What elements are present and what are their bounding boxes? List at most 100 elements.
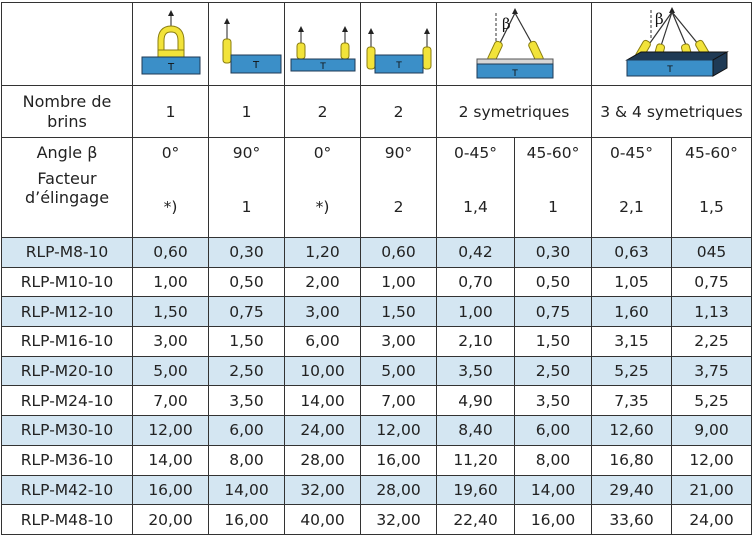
value-cell: 28,00: [284, 444, 361, 476]
beta-label: β: [502, 15, 511, 33]
factor-cell: 2: [360, 167, 437, 238]
value-cell: 3,50: [436, 355, 515, 387]
value-cell: 33,60: [591, 504, 672, 535]
value-cell: 8,40: [436, 415, 515, 446]
value-cell: 5,25: [671, 385, 752, 417]
value-cell: 1,50: [132, 296, 209, 328]
factor-header: Facteur d’élingage: [1, 167, 133, 238]
value-cell: 3,00: [360, 326, 437, 357]
brins-cell: 1: [208, 85, 285, 138]
value-cell: 6,00: [284, 326, 361, 357]
angle-cell: 90°: [360, 137, 437, 167]
table-row: RLP-M30-10 12,00 6,00 24,00 12,00 8,40 6,00 12…: [1, 415, 752, 446]
beta-label: β: [655, 10, 664, 28]
value-cell: 0,30: [514, 237, 592, 268]
table-row: RLP-M10-10 1,00 0,50 2,00 1,00 0,70 0,50 1,05 0…: [1, 266, 752, 298]
value-cell: 6,00: [514, 415, 592, 446]
value-cell: 16,00: [360, 444, 437, 476]
value-cell: 32,00: [360, 504, 437, 535]
value-cell: 0,63: [591, 237, 672, 268]
angle-header: Angle β: [1, 137, 133, 167]
value-cell: 20,00: [132, 504, 209, 535]
value-cell: 0,75: [671, 266, 752, 298]
value-cell: 0,42: [436, 237, 515, 268]
factor-cell: 1: [514, 167, 592, 238]
double-vertical-lift-cell: T: [284, 2, 361, 86]
corner-cell: [1, 2, 133, 86]
value-cell: 3,00: [284, 296, 361, 328]
model-cell: RLP-M48-10: [1, 504, 133, 535]
single-vertical-lift-icon: T: [141, 10, 200, 75]
single-90-lift-cell: T: [208, 2, 285, 86]
value-cell: 0,50: [208, 266, 285, 298]
angle-row: Angle β 0° 90° 0° 90° 0-45° 45-60° 0-45°…: [1, 137, 752, 167]
table-row: RLP-M42-10 16,00 14,00 32,00 28,00 19,60 14,0…: [1, 474, 752, 506]
load-letter: T: [511, 69, 518, 79]
value-cell: 2,00: [284, 266, 361, 298]
value-cell: 16,00: [208, 504, 285, 535]
value-cell: 14,00: [132, 444, 209, 476]
value-cell: 12,00: [671, 444, 752, 476]
two-leg-sling-cell: β T: [436, 2, 592, 86]
brins-cell: 2: [360, 85, 437, 138]
value-cell: 32,00: [284, 474, 361, 506]
value-cell: 28,00: [360, 474, 437, 506]
model-cell: RLP-M16-10: [1, 326, 133, 357]
value-cell: 1,13: [671, 296, 752, 328]
value-cell: 12,00: [132, 415, 209, 446]
factor-cell: *): [284, 167, 361, 238]
value-cell: 045: [671, 237, 752, 268]
value-cell: 24,00: [671, 504, 752, 535]
angle-cell: 90°: [208, 137, 285, 167]
value-cell: 0,60: [132, 237, 209, 268]
brins-cell: 2 symetriques: [436, 85, 592, 138]
load-letter: T: [166, 62, 174, 73]
factor-cell: 1: [208, 167, 285, 238]
value-cell: 7,35: [591, 385, 672, 417]
model-cell: RLP-M42-10: [1, 474, 133, 506]
value-cell: 0,30: [208, 237, 285, 268]
model-cell: RLP-M10-10: [1, 266, 133, 298]
brins-row: Nombre de brins 1 1 2 2 2 symetriques 3 …: [1, 85, 752, 138]
factor-cell: 1,5: [671, 167, 752, 238]
value-cell: 5,00: [360, 355, 437, 387]
value-cell: 16,80: [591, 444, 672, 476]
value-cell: 12,60: [591, 415, 672, 446]
value-cell: 3,15: [591, 326, 672, 357]
value-cell: 0,75: [514, 296, 592, 328]
value-cell: 1,00: [360, 266, 437, 298]
value-cell: 7,00: [132, 385, 209, 417]
angle-cell: 45-60°: [514, 137, 592, 167]
table-row: RLP-M20-10 5,00 2,50 10,00 5,00 3,50 2,50 5,25…: [1, 355, 752, 387]
angle-cell: 0°: [284, 137, 361, 167]
value-cell: 40,00: [284, 504, 361, 535]
value-cell: 16,00: [514, 504, 592, 535]
value-cell: 0,60: [360, 237, 437, 268]
model-cell: RLP-M30-10: [1, 415, 133, 446]
load-letter: T: [319, 62, 326, 72]
value-cell: 3,50: [514, 385, 592, 417]
value-cell: 2,10: [436, 326, 515, 357]
model-cell: RLP-M8-10: [1, 237, 133, 268]
value-cell: 3,00: [132, 326, 209, 357]
brins-cell: 1: [132, 85, 209, 138]
value-cell: 21,00: [671, 474, 752, 506]
table-row: RLP-M48-10 20,00 16,00 40,00 32,00 22,40 16,0…: [1, 504, 752, 535]
value-cell: 5,00: [132, 355, 209, 387]
value-cell: 29,40: [591, 474, 672, 506]
double-vertical-lift-icon: T: [290, 26, 355, 72]
value-cell: 1,50: [360, 296, 437, 328]
value-cell: 24,00: [284, 415, 361, 446]
value-cell: 1,00: [132, 266, 209, 298]
angle-cell: 0-45°: [591, 137, 672, 167]
factor-cell: *): [132, 167, 209, 238]
brins-cell: 2: [284, 85, 361, 138]
value-cell: 2,50: [208, 355, 285, 387]
value-cell: 8,00: [208, 444, 285, 476]
value-cell: 1,50: [208, 326, 285, 357]
angle-cell: 0°: [132, 137, 209, 167]
icon-row: T T T: [1, 2, 752, 86]
value-cell: 14,00: [208, 474, 285, 506]
value-cell: 1,00: [436, 296, 515, 328]
table-row: RLP-M16-10 3,00 1,50 6,00 3,00 2,10 1,50 3,15 2…: [1, 326, 752, 357]
